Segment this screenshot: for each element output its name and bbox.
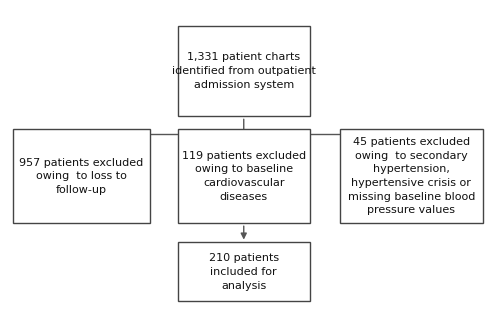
Text: 45 patients excluded
owing  to secondary
hypertension,
hypertensive crisis or
mi: 45 patients excluded owing to secondary … xyxy=(348,137,475,215)
FancyBboxPatch shape xyxy=(178,129,310,223)
FancyBboxPatch shape xyxy=(12,129,150,223)
FancyBboxPatch shape xyxy=(340,129,482,223)
Text: 1,331 patient charts
identified from outpatient
admission system: 1,331 patient charts identified from out… xyxy=(172,52,316,90)
Text: 957 patients excluded
owing  to loss to
follow-up: 957 patients excluded owing to loss to f… xyxy=(19,158,144,195)
FancyBboxPatch shape xyxy=(178,242,310,301)
Text: 119 patients excluded
owing to baseline
cardiovascular
diseases: 119 patients excluded owing to baseline … xyxy=(182,151,306,202)
FancyBboxPatch shape xyxy=(178,26,310,116)
Text: 210 patients
included for
analysis: 210 patients included for analysis xyxy=(208,253,279,291)
